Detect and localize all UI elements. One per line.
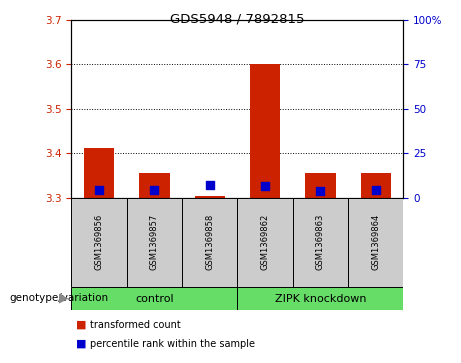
Text: ■: ■ [76,320,87,330]
Bar [361,173,391,198]
Text: GSM1369857: GSM1369857 [150,214,159,270]
FancyBboxPatch shape [293,198,348,287]
Bar [195,196,225,198]
Point [206,183,213,188]
Text: ■: ■ [76,339,87,349]
Text: ▶: ▶ [59,292,68,305]
Text: transformed count: transformed count [90,320,181,330]
Point [95,187,103,193]
Bar [139,173,170,198]
Point [317,188,324,193]
FancyBboxPatch shape [237,198,293,287]
FancyBboxPatch shape [348,198,403,287]
Point [151,187,158,193]
Bar [250,64,280,198]
Bar [84,148,114,198]
FancyBboxPatch shape [71,287,237,310]
FancyBboxPatch shape [237,287,403,310]
Text: GSM1369862: GSM1369862 [260,214,270,270]
Point [261,183,269,189]
FancyBboxPatch shape [71,198,127,287]
Text: percentile rank within the sample: percentile rank within the sample [90,339,255,349]
FancyBboxPatch shape [182,198,237,287]
Text: GDS5948 / 7892815: GDS5948 / 7892815 [170,13,305,26]
FancyBboxPatch shape [127,198,182,287]
Bar [305,173,336,198]
Text: ZIPK knockdown: ZIPK knockdown [275,294,366,303]
Point [372,187,379,193]
Text: control: control [135,294,174,303]
Text: GSM1369863: GSM1369863 [316,214,325,270]
Text: GSM1369864: GSM1369864 [371,214,380,270]
Text: genotype/variation: genotype/variation [9,293,108,303]
Text: GSM1369856: GSM1369856 [95,214,104,270]
Text: GSM1369858: GSM1369858 [205,214,214,270]
